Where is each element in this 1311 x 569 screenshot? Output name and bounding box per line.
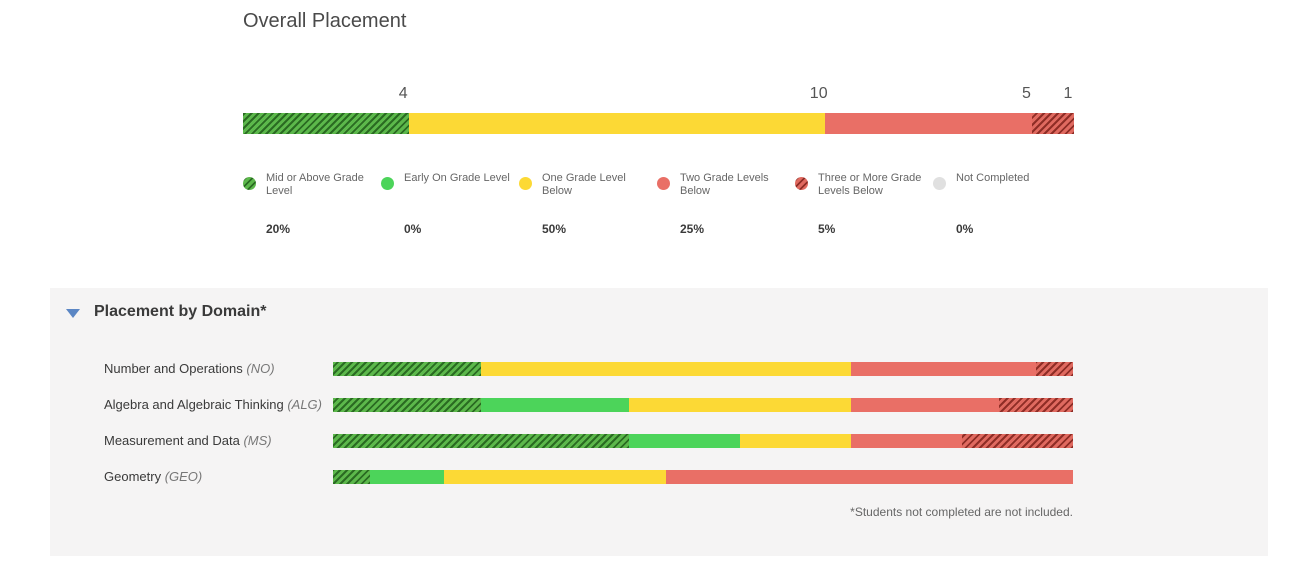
overall-segment-one-grade-level-below xyxy=(409,113,825,134)
legend-percentage: 5% xyxy=(818,222,836,236)
overall-counts: 4 10 5 1 xyxy=(243,85,1074,107)
domain-abbreviation: (ALG) xyxy=(287,397,322,412)
legend-percentage: 20% xyxy=(266,222,291,236)
domain-segment-one-grade-level-below xyxy=(629,398,851,412)
domain-bar xyxy=(333,398,1073,412)
legend-label: Mid or Above Grade Level xyxy=(266,172,364,197)
overall-placement-title: Overall Placement xyxy=(243,10,407,32)
overall-placement-bar xyxy=(243,113,1074,134)
domain-name: Algebra and Algebraic Thinking xyxy=(104,397,288,412)
domain-segment-mid-or-above-grade-level xyxy=(333,398,481,412)
legend-percentage: 0% xyxy=(956,222,974,236)
domain-label: Measurement and Data (MS) xyxy=(104,433,272,448)
overall-segment-three-or-more-grade-levels-below xyxy=(1032,113,1074,134)
placement-by-domain-panel: Placement by Domain* Number and Operatio… xyxy=(50,288,1268,556)
legend-dot-icon xyxy=(795,177,808,190)
placement-legend: Mid or Above Grade Level 20% Early On Grad… xyxy=(243,172,1083,242)
domain-abbreviation: (NO) xyxy=(246,361,275,376)
legend-dot-icon xyxy=(243,177,256,190)
legend-label: Two Grade Levels Below xyxy=(680,172,769,197)
domain-row-number-and-operations: Number and Operations (NO) xyxy=(50,361,1268,376)
domain-segment-early-on-grade-level xyxy=(629,434,740,448)
domain-row-algebra-and-algebraic-thinking: Algebra and Algebraic Thinking (ALG) xyxy=(50,397,1268,412)
domain-segment-mid-or-above-grade-level xyxy=(333,362,481,376)
legend-dot-icon xyxy=(933,177,946,190)
domain-name: Measurement and Data xyxy=(104,433,244,448)
footnote: *Students not completed are not included… xyxy=(850,505,1073,519)
domain-label: Algebra and Algebraic Thinking (ALG) xyxy=(104,397,322,412)
domain-segment-early-on-grade-level xyxy=(370,470,444,484)
overall-count-label: 5 xyxy=(1021,85,1031,102)
domain-segment-one-grade-level-below xyxy=(444,470,666,484)
overall-count-label: 4 xyxy=(398,85,408,102)
domain-segment-three-or-more-grade-levels-below xyxy=(1036,362,1073,376)
domain-row-measurement-and-data: Measurement and Data (MS) xyxy=(50,433,1268,448)
domain-name: Number and Operations xyxy=(104,361,247,376)
domain-segment-two-grade-levels-below xyxy=(851,362,1036,376)
placement-by-domain-title[interactable]: Placement by Domain* xyxy=(94,303,267,320)
overall-count-label: 10 xyxy=(809,85,828,102)
domain-name: Geometry xyxy=(104,469,165,484)
domain-bar xyxy=(333,362,1073,376)
overall-count-label: 1 xyxy=(1063,85,1073,102)
legend-label: Not Completed xyxy=(956,172,1030,184)
domain-segment-three-or-more-grade-levels-below xyxy=(999,398,1073,412)
overall-segment-two-grade-levels-below xyxy=(824,113,1033,134)
domain-abbreviation: (GEO) xyxy=(164,469,203,484)
legend-label: Three or More Grade Levels Below xyxy=(818,172,922,197)
domain-label: Geometry (GEO) xyxy=(104,469,202,484)
domain-segment-one-grade-level-below xyxy=(740,434,851,448)
domain-segment-three-or-more-grade-levels-below xyxy=(962,434,1073,448)
domain-bar xyxy=(333,470,1073,484)
legend-label: One Grade Level Below xyxy=(542,172,626,197)
domain-bar xyxy=(333,434,1073,448)
domain-segment-early-on-grade-level xyxy=(481,398,629,412)
domain-label: Number and Operations (NO) xyxy=(104,361,275,376)
domain-row-geometry: Geometry (GEO) xyxy=(50,469,1268,484)
legend-label: Early On Grade Level xyxy=(404,172,510,184)
legend-dot-icon xyxy=(519,177,532,190)
legend-percentage: 25% xyxy=(680,222,705,236)
domain-segment-two-grade-levels-below xyxy=(851,398,999,412)
domain-segment-two-grade-levels-below xyxy=(666,470,1073,484)
domain-segment-mid-or-above-grade-level xyxy=(333,434,629,448)
legend-dot-icon xyxy=(381,177,394,190)
legend-percentage: 0% xyxy=(404,222,422,236)
legend-dot-icon xyxy=(657,177,670,190)
domain-segment-two-grade-levels-below xyxy=(851,434,962,448)
overall-segment-mid-or-above-grade-level xyxy=(243,113,410,134)
domain-segment-one-grade-level-below xyxy=(481,362,851,376)
legend-percentage: 50% xyxy=(542,222,567,236)
domain-abbreviation: (MS) xyxy=(243,433,272,448)
collapse-triangle-icon[interactable] xyxy=(66,309,80,318)
domain-segment-mid-or-above-grade-level xyxy=(333,470,370,484)
